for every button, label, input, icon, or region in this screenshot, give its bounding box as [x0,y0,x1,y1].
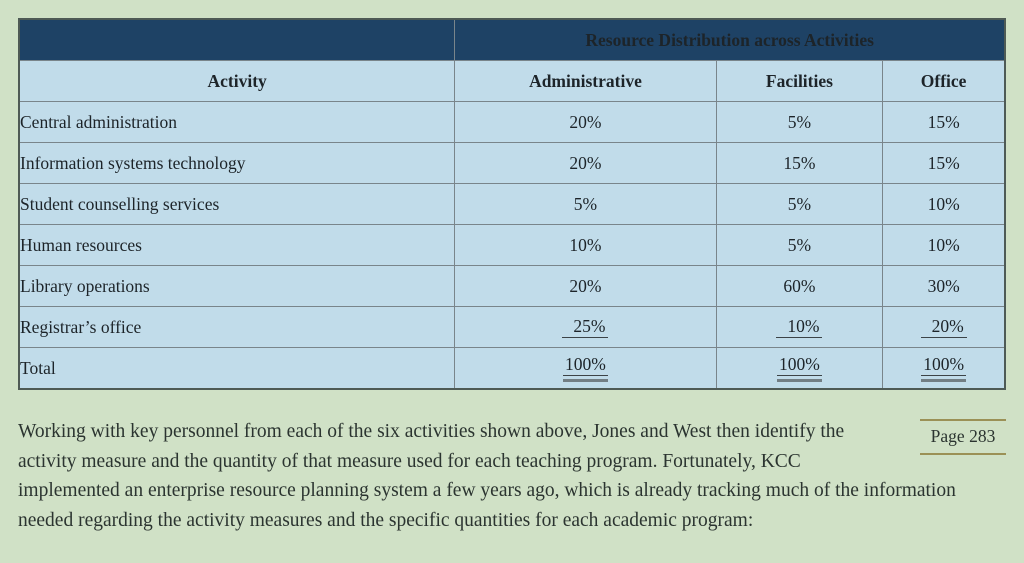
facilities-cell: 5% [715,101,884,143]
underlined-value: 20% [920,316,967,339]
body-text-block: Page 283 Working with key personnel from… [18,417,1006,535]
administrative-cell: 25% [454,306,717,348]
activity-cell: Information systems technology [18,142,456,184]
administrative-cell: 20% [454,265,717,307]
table-row: Central administration 20% 5% 15% [18,101,1006,143]
table-row: Information systems technology 20% 15% 1… [18,142,1006,184]
total-label-cell: Total [18,347,456,390]
underlined-value: 10% [776,316,823,339]
facilities-cell: 60% [715,265,884,307]
table-row: Library operations 20% 60% 30% [18,265,1006,307]
column-header-activity: Activity [18,60,456,102]
facilities-cell: 5% [715,224,884,266]
table-row: Student counselling services 5% 5% 10% [18,183,1006,225]
table-title-row: Resource Distribution across Activities [18,18,1006,61]
page-marker: Page 283 [920,419,1006,455]
office-total-cell: 100% [882,347,1006,390]
table-corner-cell [18,18,456,61]
office-cell: 10% [882,224,1006,266]
administrative-cell: 5% [454,183,717,225]
office-cell: 15% [882,101,1006,143]
underlined-value: 25% [562,316,609,339]
activity-cell: Central administration [18,101,456,143]
facilities-cell: 10% [715,306,884,348]
activity-cell: Student counselling services [18,183,456,225]
facilities-cell: 5% [715,183,884,225]
activity-cell: Human resources [18,224,456,266]
column-header-administrative: Administrative [454,60,717,102]
table-column-header-row: Activity Administrative Facilities Offic… [18,60,1006,102]
body-paragraph: Working with key personnel from each of … [18,421,956,531]
table-row: Registrar’s office 25% 10% 20% [18,306,1006,348]
administrative-cell: 10% [454,224,717,266]
column-header-facilities: Facilities [715,60,884,102]
table-title: Resource Distribution across Activities [454,18,1006,61]
facilities-total-cell: 100% [715,347,884,390]
office-cell: 15% [882,142,1006,184]
facilities-cell: 15% [715,142,884,184]
double-underline: 100% [776,354,822,382]
office-cell: 20% [882,306,1006,348]
activity-cell: Library operations [18,265,456,307]
double-underline: 100% [563,354,608,382]
table-row: Human resources 10% 5% 10% [18,224,1006,266]
office-cell: 10% [882,183,1006,225]
column-header-office: Office [882,60,1006,102]
administrative-cell: 20% [454,142,717,184]
resource-distribution-table: Resource Distribution across Activities … [18,18,1006,390]
administrative-cell: 20% [454,101,717,143]
double-underline: 100% [921,354,967,382]
office-cell: 30% [882,265,1006,307]
administrative-total-cell: 100% [454,347,717,390]
activity-cell: Registrar’s office [18,306,456,348]
table-total-row: Total 100% 100% 100% [18,347,1006,390]
